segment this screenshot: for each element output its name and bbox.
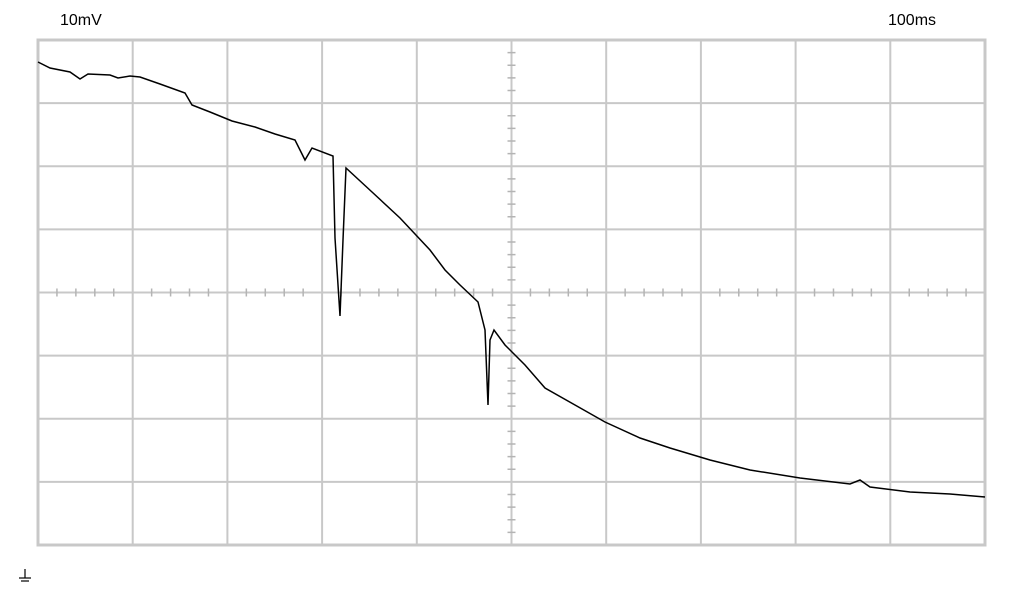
volts-per-div: 10mV [60, 12, 102, 29]
graticule [38, 40, 985, 545]
ground-marker [19, 569, 31, 582]
screen-border [36, 38, 987, 547]
trace [37, 61, 986, 498]
time-per-div: 100ms [888, 12, 936, 29]
